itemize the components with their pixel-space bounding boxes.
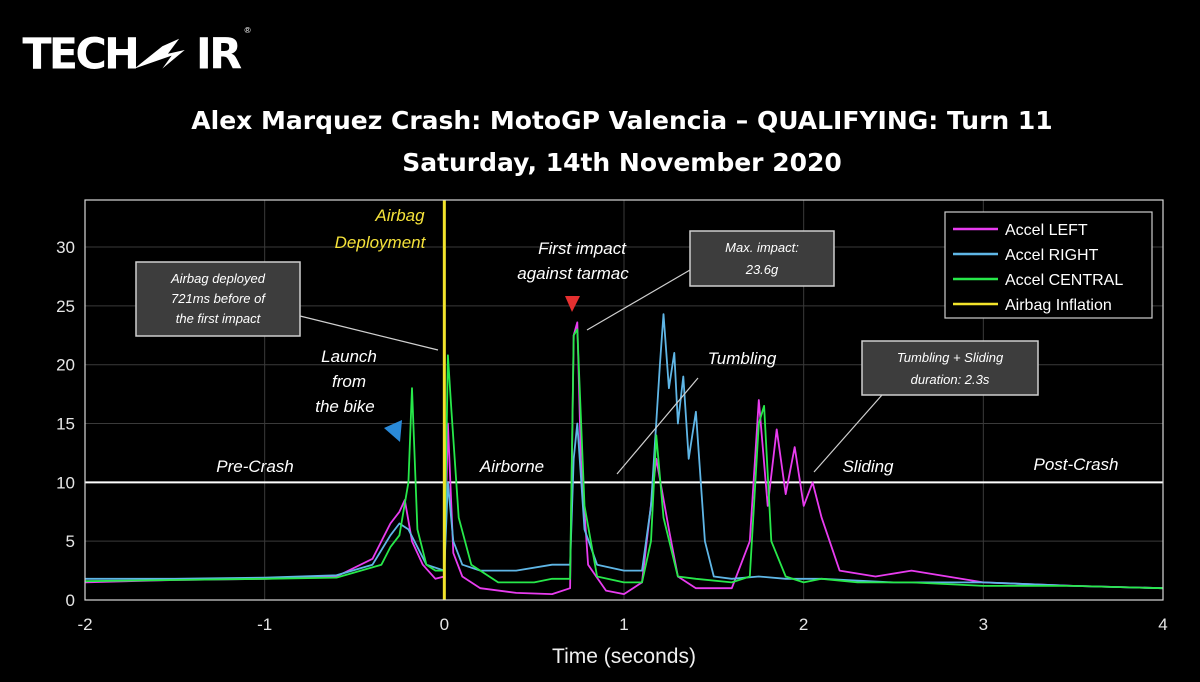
logo-text-ir: IR xyxy=(196,30,242,78)
first-impact-line2: against tarmac xyxy=(517,264,629,283)
tick-labels: -2 -1 0 1 2 3 4 0 5 10 15 20 25 30 xyxy=(56,238,1168,634)
phase-label-airborne: Airborne xyxy=(479,457,544,476)
x-tick-label--2: -2 xyxy=(77,615,92,634)
chart-subtitle: Saturday, 14th November 2020 xyxy=(402,148,842,177)
x-tick-label-1: 1 xyxy=(619,615,628,634)
max-box xyxy=(689,230,835,287)
y-tick-label-15: 15 xyxy=(56,415,75,434)
max-box-connector xyxy=(586,269,691,331)
airbag-annotation-line1: Airbag xyxy=(374,206,425,225)
max-box-line1: Max. impact: xyxy=(725,240,799,255)
launch-line2: from xyxy=(332,372,366,391)
series-layer xyxy=(84,313,1164,595)
tumbling-label: Tumbling xyxy=(708,349,777,368)
series-line-accel-right xyxy=(85,313,1164,590)
chart-title: Alex Marquez Crash: MotoGP Valencia – QU… xyxy=(191,106,1053,135)
annotation-first-impact: First impact against tarmac xyxy=(517,239,629,312)
logo-text-tech: TECH xyxy=(22,30,137,78)
series-line-accel-left xyxy=(84,321,1164,595)
axes-frame xyxy=(84,199,1164,601)
launch-line1: Launch xyxy=(321,347,377,366)
tumbling-connector xyxy=(616,377,699,475)
x-tick-label-4: 4 xyxy=(1158,615,1167,634)
x-tick-label-2: 2 xyxy=(799,615,808,634)
legend-label-accel-right: Accel RIGHT xyxy=(1005,247,1099,264)
first-impact-marker-icon xyxy=(565,296,580,312)
annotation-airbag-box: Airbag deployed 721ms before of the firs… xyxy=(135,261,439,351)
y-tick-label-0: 0 xyxy=(66,591,75,610)
tumble-box xyxy=(861,340,1039,396)
airbag-box-line1: Airbag deployed xyxy=(170,271,266,286)
x-axis-label: Time (seconds) xyxy=(552,645,696,668)
annotation-tumbling: Tumbling xyxy=(616,349,777,475)
launch-marker-icon xyxy=(384,420,402,442)
annotation-launch: Launch from the bike xyxy=(315,347,402,442)
annotation-tumble-box: Tumbling + Sliding duration: 2.3s xyxy=(813,340,1039,473)
y-tick-label-5: 5 xyxy=(66,532,75,551)
alpinestars-star-icon xyxy=(134,38,185,69)
y-tick-label-25: 25 xyxy=(56,297,75,316)
plot-frame xyxy=(84,199,1164,601)
y-tick-label-20: 20 xyxy=(56,356,75,375)
phase-label-post-crash: Post-Crash xyxy=(1033,455,1118,474)
airbag-box-line2: 721ms before of xyxy=(171,291,266,306)
x-tick-label-3: 3 xyxy=(979,615,988,634)
legend-label-airbag-inflation: Airbag Inflation xyxy=(1005,297,1112,314)
phase-label-pre-crash: Pre-Crash xyxy=(216,457,293,476)
legend-label-accel-left: Accel LEFT xyxy=(1005,222,1088,239)
series-line-accel-central xyxy=(84,328,1164,590)
annotation-airbag-deployment: Airbag Deployment xyxy=(335,206,427,252)
first-impact-line1: First impact xyxy=(538,239,627,258)
tumble-box-line1: Tumbling + Sliding xyxy=(897,350,1004,365)
max-box-line2: 23.6g xyxy=(745,262,779,277)
launch-line3: the bike xyxy=(315,397,375,416)
airbag-annotation-line2: Deployment xyxy=(335,233,427,252)
legend: Accel LEFT Accel RIGHT Accel CENTRAL Air… xyxy=(944,211,1153,319)
airbag-box-line3: the first impact xyxy=(176,311,262,326)
tumble-box-line2: duration: 2.3s xyxy=(911,372,990,387)
x-tick-label-0: 0 xyxy=(440,615,449,634)
phase-label-sliding: Sliding xyxy=(842,457,894,476)
airbag-box xyxy=(135,261,301,337)
registered-mark: ® xyxy=(244,25,251,35)
y-tick-label-30: 30 xyxy=(56,238,75,257)
airbag-box-connector xyxy=(299,315,439,351)
tumble-box-connector xyxy=(813,394,883,473)
x-tick-label--1: -1 xyxy=(257,615,272,634)
tech-air-logo: TECH IR ® xyxy=(22,25,251,78)
legend-label-accel-central: Accel CENTRAL xyxy=(1005,272,1123,289)
y-tick-label-10: 10 xyxy=(56,473,75,492)
annotation-max-box: Max. impact: 23.6g xyxy=(586,230,835,331)
